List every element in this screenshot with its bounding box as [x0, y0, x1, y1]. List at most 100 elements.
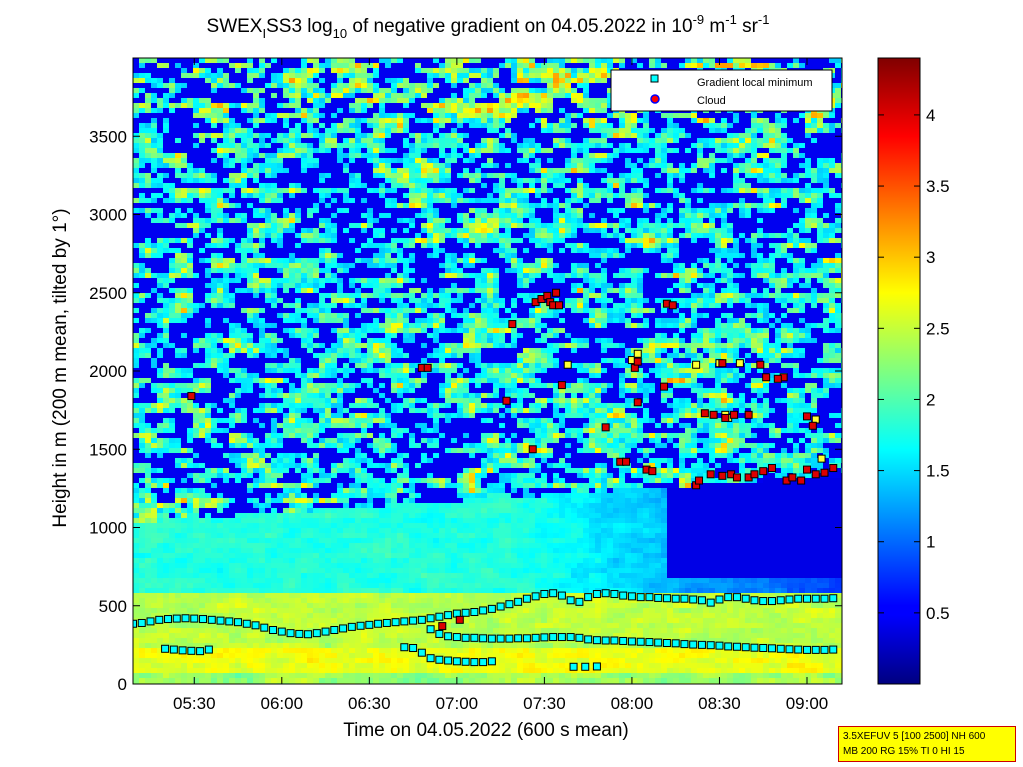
heatmap-cell [175, 198, 181, 203]
heatmap-cell [235, 648, 241, 653]
heatmap-cell [151, 203, 157, 208]
heatmap-cell [205, 118, 211, 123]
heatmap-cell [307, 73, 313, 78]
heatmap-cell [295, 223, 301, 228]
heatmap-cell [163, 458, 169, 463]
heatmap-cell [223, 133, 229, 138]
heatmap-cell [277, 133, 283, 138]
heatmap-cell [187, 98, 193, 103]
heatmap-cell [151, 223, 157, 228]
heatmap-cell [217, 388, 223, 393]
heatmap-cell [289, 468, 295, 473]
heatmap-cell [271, 408, 277, 413]
heatmap-cell [211, 633, 217, 638]
heatmap-cell [217, 498, 223, 503]
heatmap-cell [235, 583, 241, 588]
heatmap-cell [205, 448, 211, 453]
heatmap-cell [229, 68, 235, 73]
heatmap-cell [265, 468, 271, 473]
heatmap-cell [349, 598, 355, 603]
heatmap-cell [331, 408, 337, 413]
heatmap-cell [325, 373, 331, 378]
heatmap-cell [151, 218, 157, 223]
heatmap-cell [307, 88, 313, 93]
heatmap-cell [205, 178, 211, 183]
heatmap-cell [151, 528, 157, 533]
heatmap-cell [343, 513, 349, 518]
heatmap-cell [331, 183, 337, 188]
heatmap-cell [157, 538, 163, 543]
heatmap-cell [265, 278, 271, 283]
heatmap-cell [241, 463, 247, 468]
heatmap-cell [193, 403, 199, 408]
heatmap-cell [301, 343, 307, 348]
heatmap-cell [355, 433, 361, 438]
heatmap-cell [325, 638, 331, 643]
heatmap-cell [289, 68, 295, 73]
heatmap-cell [235, 428, 241, 433]
heatmap-cell [169, 573, 175, 578]
heatmap-cell [163, 433, 169, 438]
heatmap-cell [319, 613, 325, 618]
heatmap-cell [367, 343, 373, 348]
heatmap-cell [253, 58, 259, 63]
heatmap-cell [247, 78, 253, 83]
heatmap-cell [217, 658, 223, 663]
heatmap-cell [259, 113, 265, 118]
heatmap-cell [319, 273, 325, 278]
heatmap-cell [295, 143, 301, 148]
heatmap-cell [319, 263, 325, 268]
heatmap-cell [283, 648, 289, 653]
heatmap-cell [235, 348, 241, 353]
heatmap-cell [229, 193, 235, 198]
heatmap-cell [247, 568, 253, 573]
heatmap-cell [139, 638, 145, 643]
heatmap-cell [325, 453, 331, 458]
heatmap-cell [259, 578, 265, 583]
heatmap-cell [157, 183, 163, 188]
heatmap-cell [355, 378, 361, 383]
heatmap-cell [295, 93, 301, 98]
heatmap-cell [349, 453, 355, 458]
heatmap-cell [181, 543, 187, 548]
heatmap-cell [301, 323, 307, 328]
heatmap-cell [325, 673, 331, 678]
heatmap-cell [211, 588, 217, 593]
heatmap-cell [229, 453, 235, 458]
heatmap-cell [307, 98, 313, 103]
heatmap-cell [175, 608, 181, 613]
heatmap-cell [301, 63, 307, 68]
heatmap-cell [151, 178, 157, 183]
heatmap-cell [247, 158, 253, 163]
heatmap-cell [343, 123, 349, 128]
heatmap-cell [139, 493, 145, 498]
heatmap-cell [253, 473, 259, 478]
heatmap-cell [319, 508, 325, 513]
heatmap-cell [259, 643, 265, 648]
heatmap-cell [169, 303, 175, 308]
heatmap-cell [223, 143, 229, 148]
heatmap-cell [145, 603, 151, 608]
heatmap-cell [145, 183, 151, 188]
heatmap-cell [139, 608, 145, 613]
heatmap-cell [235, 678, 241, 683]
heatmap-cell [331, 388, 337, 393]
heatmap-cell [193, 603, 199, 608]
heatmap-cell [307, 393, 313, 398]
heatmap-cell [343, 593, 349, 598]
heatmap-cell [349, 273, 355, 278]
heatmap-cell [283, 333, 289, 338]
heatmap-cell [151, 628, 157, 633]
heatmap-cell [319, 463, 325, 468]
heatmap-cell [355, 663, 361, 668]
heatmap-cell [181, 388, 187, 393]
heatmap-cell [163, 153, 169, 158]
heatmap-cell [355, 193, 361, 198]
heatmap-cell [163, 338, 169, 343]
heatmap-cell [193, 543, 199, 548]
heatmap-cell [133, 378, 139, 383]
heatmap-cell [271, 88, 277, 93]
heatmap-cell [325, 613, 331, 618]
heatmap-cell [319, 583, 325, 588]
heatmap-cell [361, 448, 367, 453]
